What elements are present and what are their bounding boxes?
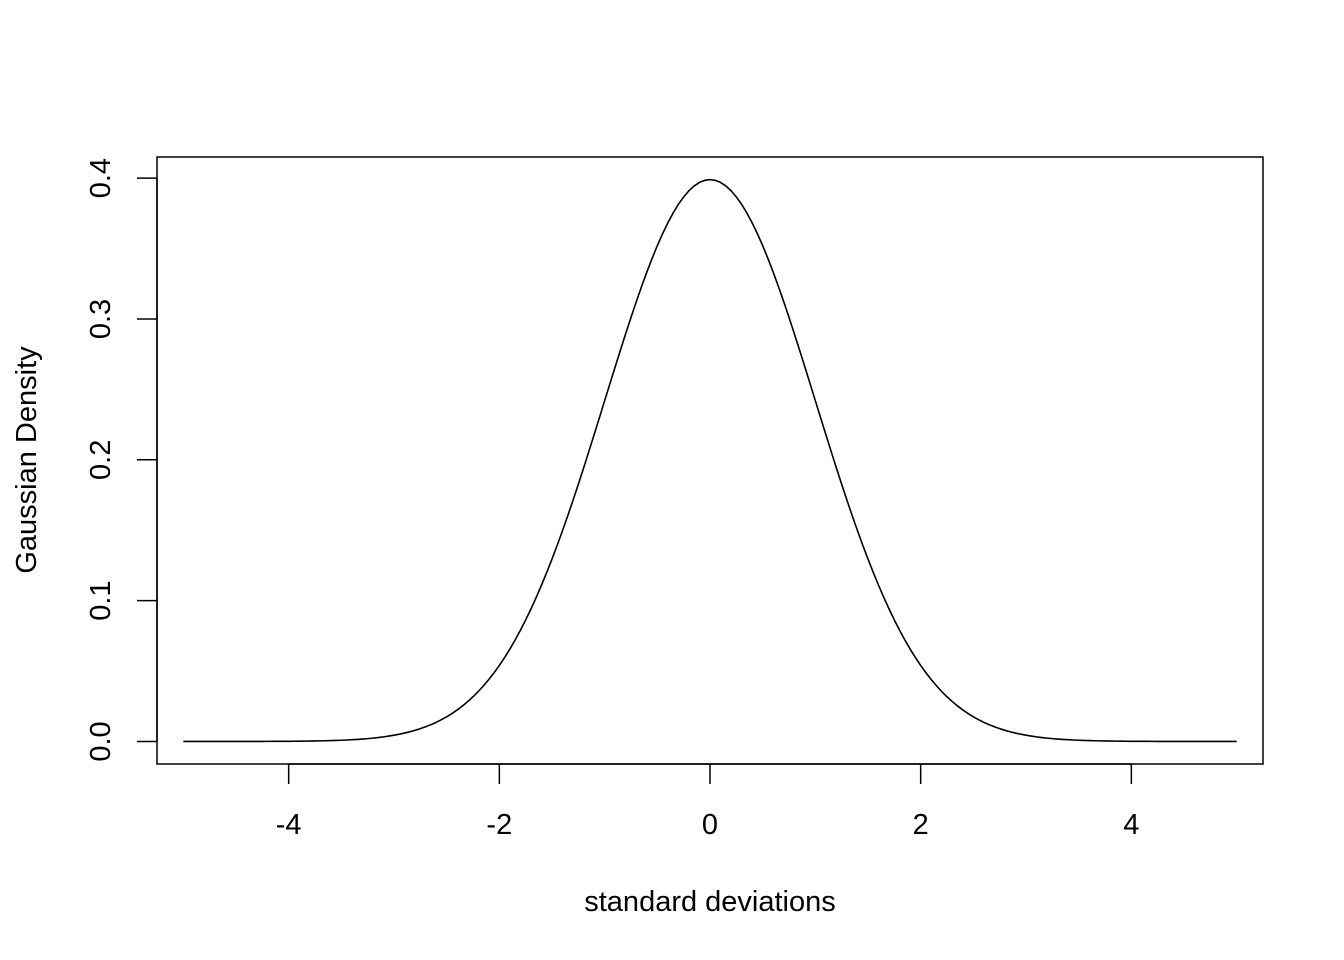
y-tick-label: 0.4 bbox=[85, 158, 117, 198]
x-tick-label: 2 bbox=[913, 809, 929, 841]
y-tick-label: 0.3 bbox=[85, 299, 117, 339]
y-tick-label: 0.0 bbox=[85, 721, 117, 761]
x-axis: -4 -2 0 2 4 bbox=[276, 763, 1139, 841]
plot-frame bbox=[156, 156, 1264, 765]
x-axis-label: standard deviations bbox=[584, 886, 836, 918]
x-tick-label: 0 bbox=[702, 809, 718, 841]
y-axis: 0.0 0.1 0.2 0.3 0.4 bbox=[85, 158, 158, 762]
x-tick-label: 4 bbox=[1123, 809, 1139, 841]
y-axis-label: Gaussian Density bbox=[11, 346, 43, 574]
density-curve bbox=[183, 178, 1237, 743]
x-tick-label: -2 bbox=[486, 809, 512, 841]
x-tick-label: -4 bbox=[276, 809, 302, 841]
y-tick-label: 0.1 bbox=[85, 580, 117, 620]
y-tick-label: 0.2 bbox=[85, 440, 117, 480]
